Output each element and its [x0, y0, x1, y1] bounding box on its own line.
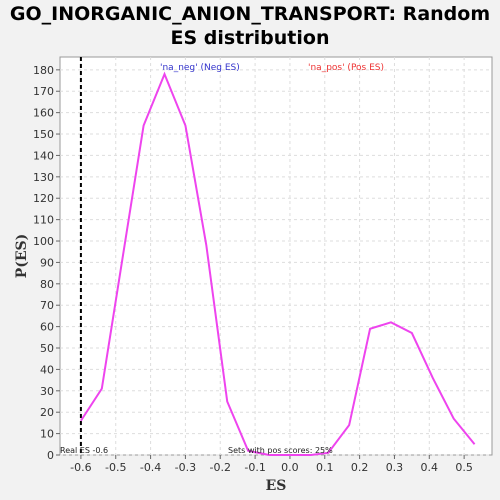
x-tick-label: -0.6 [70, 461, 91, 474]
pos-scores-note: Sets with pos scores: 25% [228, 446, 333, 455]
real-es-note: Real ES -0.6 [60, 446, 108, 455]
x-tick-label: 0.1 [316, 461, 334, 474]
y-tick-label: 30 [40, 385, 54, 398]
y-axis: 0 10 20 30 40 50 60 70 80 90 100 110 120 130 140 150 160… [33, 64, 60, 462]
legend-neg-es: 'na_neg' (Neg ES) [160, 63, 240, 73]
y-tick-label: 0 [47, 449, 54, 462]
x-axis: -0.6 -0.5 -0.4 -0.3 -0.2 -0.1 0.0 0.1 0.2 0.3 0.4 0… [70, 455, 473, 474]
y-tick-label: 130 [33, 171, 54, 184]
y-axis-title: P(ES) [14, 234, 30, 279]
x-tick-label: 0.5 [455, 461, 473, 474]
y-tick-label: 180 [33, 64, 54, 77]
x-tick-label: -0.5 [105, 461, 126, 474]
y-tick-label: 100 [33, 235, 54, 248]
y-tick-label: 70 [40, 299, 54, 312]
y-tick-label: 120 [33, 192, 54, 205]
x-tick-label: -0.1 [244, 461, 265, 474]
x-tick-label: -0.2 [210, 461, 231, 474]
es-distribution-line [80, 71, 476, 456]
plot-area [59, 56, 493, 456]
chart-title-line-2: ES distribution [170, 27, 330, 49]
x-axis-title: ES [266, 478, 287, 494]
y-tick-label: 110 [33, 214, 54, 227]
y-tick-label: 80 [40, 278, 54, 291]
y-tick-label: 10 [40, 428, 54, 441]
x-tick-label: 0.2 [351, 461, 369, 474]
y-tick-label: 160 [33, 107, 54, 120]
x-tick-label: 0.0 [281, 461, 299, 474]
y-tick-label: 50 [40, 342, 54, 355]
x-tick-label: 0.3 [386, 461, 404, 474]
x-tick-label: -0.3 [175, 461, 196, 474]
legend-pos-es: 'na_pos' (Pos ES) [308, 63, 384, 73]
y-tick-label: 60 [40, 321, 54, 334]
x-tick-label: -0.4 [140, 461, 161, 474]
y-tick-label: 40 [40, 363, 54, 376]
y-tick-label: 20 [40, 406, 54, 419]
y-tick-label: 140 [33, 149, 54, 162]
y-tick-label: 170 [33, 85, 54, 98]
y-tick-label: 150 [33, 128, 54, 141]
y-tick-label: 90 [40, 256, 54, 269]
x-tick-label: 0.4 [421, 461, 439, 474]
chart-title: GO_INORGANIC_ANION_TRANSPORT: Random ES … [0, 2, 500, 50]
chart-title-line-1: GO_INORGANIC_ANION_TRANSPORT: Random [9, 3, 491, 25]
